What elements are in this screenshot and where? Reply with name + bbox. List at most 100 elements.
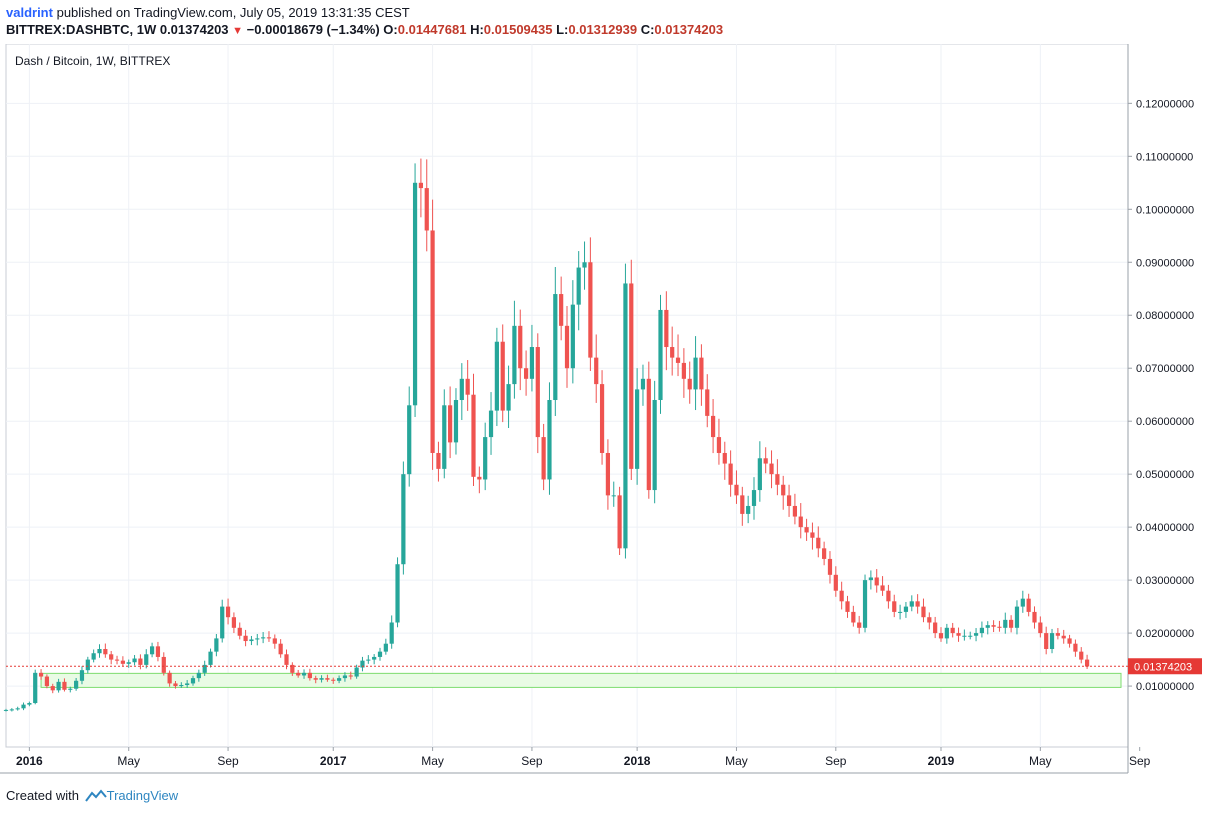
candle-down — [833, 574, 838, 591]
candle-up — [973, 633, 979, 636]
candle-down — [839, 590, 844, 602]
candle-down — [1061, 635, 1066, 639]
candle-down — [465, 378, 470, 395]
author-link[interactable]: valdrint — [6, 5, 53, 20]
candle-up — [488, 410, 494, 438]
y-tick-label: 0.01000000 — [1136, 681, 1194, 693]
candle-up — [512, 325, 517, 385]
candle-down — [38, 672, 44, 677]
y-tick-label: 0.04000000 — [1136, 522, 1194, 534]
candle-down — [559, 294, 564, 326]
candle-down — [114, 659, 120, 661]
candle-up — [196, 672, 201, 679]
candle-down — [500, 341, 505, 411]
candle-up — [202, 664, 207, 673]
footer: Created with TradingView — [6, 788, 178, 803]
y-tick-label: 0.03000000 — [1136, 575, 1194, 587]
candle-up — [33, 672, 38, 704]
high-value: 0.01509435 — [483, 22, 553, 37]
candle-down — [1067, 638, 1072, 644]
candle-up — [412, 182, 418, 406]
candle-down — [237, 627, 242, 636]
candle-down — [734, 484, 739, 496]
candle-down — [933, 622, 938, 634]
x-tick-label: May — [117, 754, 140, 768]
candle-down — [857, 622, 862, 628]
x-tick-label: 2018 — [624, 754, 651, 768]
candle-up — [1003, 619, 1008, 628]
candle-up — [360, 660, 365, 668]
candle-up — [56, 681, 61, 691]
low-label: L: — [556, 22, 569, 37]
publish-line: valdrint published on TradingView.com, J… — [6, 4, 723, 21]
x-tick-label: Sep — [521, 754, 543, 768]
candle-up — [74, 680, 79, 689]
candle-up — [342, 675, 348, 679]
candle-up — [1014, 606, 1020, 628]
price-chart[interactable]: 0.01000000 0.02000000 0.03000000 0.04000000… — [0, 44, 1214, 778]
candle-up — [372, 656, 377, 660]
candle-down — [44, 676, 50, 687]
candle-up — [144, 654, 149, 665]
candle-down — [50, 686, 55, 691]
candle-up — [903, 606, 909, 612]
y-tick-label: 0.12000000 — [1136, 98, 1194, 110]
chart-header: valdrint published on TradingView.com, J… — [6, 4, 723, 40]
candle-down — [792, 505, 798, 517]
candle-down — [938, 633, 944, 639]
candle-down — [851, 611, 856, 623]
candle-down — [588, 262, 593, 358]
x-tick-label: 2019 — [928, 754, 955, 768]
candle-down — [991, 625, 996, 627]
candle-up — [220, 606, 225, 639]
candle-down — [161, 656, 166, 673]
candle-up — [319, 678, 324, 680]
candle-up — [494, 341, 499, 411]
candle-down — [1084, 659, 1090, 667]
candle-down — [523, 368, 529, 379]
candle-down — [687, 378, 692, 390]
candle-up — [693, 357, 698, 390]
candle-down — [325, 678, 330, 680]
tradingview-brand[interactable]: TradingView — [106, 788, 179, 803]
candle-up — [354, 667, 359, 677]
candle-up — [97, 648, 102, 654]
candle-down — [997, 626, 1002, 628]
candle-down — [845, 601, 850, 612]
candle-up — [944, 627, 949, 639]
candle-down — [436, 452, 441, 469]
candle-down — [921, 606, 926, 618]
ohlc-line: BITTREX:DASHBTC, 1W 0.01374203 ▼ −0.0001… — [6, 21, 723, 40]
candle-down — [231, 617, 237, 628]
candle-up — [401, 474, 406, 565]
y-tick-label: 0.10000000 — [1136, 204, 1194, 216]
candle-down — [956, 633, 961, 636]
candle-down — [62, 681, 67, 690]
open-label: O: — [383, 22, 398, 37]
candle-up — [979, 627, 985, 634]
candle-up — [751, 490, 757, 506]
tradingview-logo-icon — [84, 789, 107, 802]
price-tag-label: 0.01374203 — [1134, 661, 1192, 673]
candle-up — [383, 643, 388, 652]
candle-down — [816, 537, 821, 549]
price-tag-box — [1128, 658, 1202, 675]
x-tick-label: May — [1029, 754, 1052, 768]
candle-down — [950, 627, 955, 634]
candle-up — [746, 505, 751, 514]
candle-down — [518, 325, 523, 369]
candle-down — [705, 389, 710, 416]
candle-up — [126, 662, 131, 664]
low-value: 0.01312939 — [568, 22, 638, 37]
candle-down — [827, 558, 833, 575]
support-zone — [40, 672, 1122, 688]
candle-down — [173, 683, 178, 687]
candle-down — [272, 638, 277, 644]
candle-up — [389, 622, 394, 644]
candle-down — [1032, 611, 1037, 623]
y-tick-label: 0.11000000 — [1136, 151, 1193, 163]
candle-down — [740, 495, 745, 514]
candle-down — [892, 601, 897, 612]
candle-down — [1055, 633, 1060, 636]
candle-down — [243, 635, 248, 642]
